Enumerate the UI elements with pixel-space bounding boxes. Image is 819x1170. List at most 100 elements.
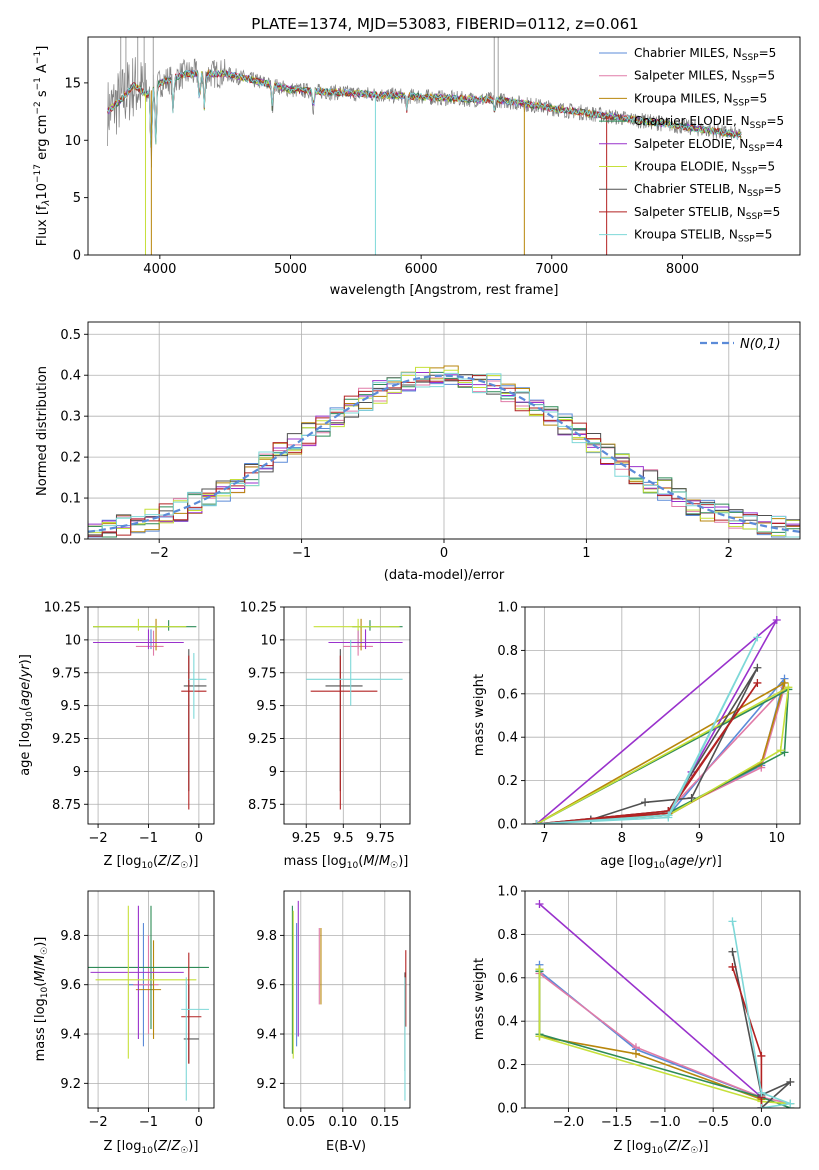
y-tick-label: 0.8 — [497, 928, 518, 943]
residual-legend: N(0,1) — [700, 337, 781, 352]
y-tick-label: 9 — [73, 765, 81, 780]
x-tick-label: −1.5 — [601, 1115, 633, 1130]
axes-frame — [87, 890, 215, 1109]
legend-label: Salpeter ELODIE, NSSP=4 — [634, 137, 783, 154]
x-tick-label: −2 — [150, 546, 169, 561]
plus-marker — [784, 683, 793, 692]
plot-area — [306, 618, 403, 810]
plot-area — [93, 618, 207, 810]
plot-area — [291, 900, 407, 1101]
plot-area — [88, 905, 209, 1101]
plus-marker — [753, 663, 762, 672]
mass-weight-line — [539, 972, 791, 1105]
mw-z-xlabel: Z [log10(Z/Z☉)] — [614, 1139, 709, 1156]
x-tick-label: 2 — [725, 546, 733, 561]
plot-area — [107, 37, 742, 255]
axes-frame — [524, 606, 801, 825]
mass-weight-line — [731, 951, 791, 1108]
mass-vs-metallicity-panel: −2 −1 0 9.2 9.4 9.6 9.8 — [60, 890, 215, 1130]
y-tick-label: 0.0 — [60, 533, 81, 548]
legend-label: N(0,1) — [740, 337, 781, 352]
error-bar-point — [133, 935, 159, 1035]
error-bar-point — [313, 618, 400, 631]
y-tick-label: 0.8 — [497, 644, 518, 659]
x-tick-label: 1 — [582, 546, 590, 561]
y-tick-label: 5 — [73, 191, 81, 206]
legend-label: Kroupa ELODIE, NSSP=5 — [634, 160, 775, 177]
axes-frame — [283, 606, 411, 825]
y-tick-label: 0.4 — [60, 369, 81, 384]
x-tick-label: −1.0 — [649, 1115, 681, 1130]
y-tick-label: 1.0 — [497, 885, 518, 900]
residuals-panel: −2 −1 0 1 2 0.0 0.1 0.2 0.3 0.4 0.5 N(0,1) — [60, 321, 801, 561]
y-tick-label: 0.2 — [497, 1058, 518, 1073]
axes-frame — [524, 890, 801, 1109]
error-bar-point — [93, 629, 184, 650]
y-tick-label: 0 — [73, 249, 81, 264]
x-tick-label: 0 — [195, 1115, 203, 1130]
x-tick-label: 6000 — [405, 262, 438, 277]
mass-weight-line — [538, 969, 791, 1105]
y-tick-label: 9.4 — [256, 1028, 277, 1043]
plus-marker — [728, 947, 737, 956]
age-vs-mass-panel: 9.25 9.5 9.75 8.75 9 9.25 9.5 9.75 10 10.25 — [240, 601, 411, 846]
plus-marker — [757, 1088, 766, 1097]
y-tick-label: 0.5 — [60, 328, 81, 343]
legend-label: Salpeter MILES, NSSP=5 — [634, 69, 775, 86]
x-tick-label: 9.5 — [333, 831, 354, 846]
y-tick-label: 10 — [64, 134, 81, 149]
y-tick-label: 0.2 — [497, 774, 518, 789]
plus-marker — [786, 1099, 795, 1108]
x-tick-label: 0 — [195, 831, 203, 846]
mass-weight-vs-age-panel: 7 8 9 10 0.0 0.2 0.4 0.6 0.8 1.0 — [497, 601, 801, 846]
plus-marker — [687, 793, 696, 802]
y-tick-label: 0.3 — [60, 410, 81, 425]
error-bar-point — [95, 905, 197, 1059]
plus-marker — [757, 1104, 766, 1108]
y-tick-label: 9.2 — [60, 1077, 81, 1092]
x-tick-label: 7000 — [535, 262, 568, 277]
x-tick-label: −2.0 — [553, 1115, 585, 1130]
x-tick-label: 9.25 — [292, 831, 321, 846]
error-bar-point — [328, 629, 403, 650]
y-tick-label: 9.75 — [248, 666, 277, 681]
plot-area — [535, 900, 795, 1108]
y-tick-label: 9.25 — [52, 732, 81, 747]
mass-weight-line — [731, 921, 794, 1108]
error-bar-point — [135, 940, 162, 1039]
legend-label: Kroupa MILES, NSSP=5 — [634, 91, 767, 108]
plus-marker — [631, 1049, 640, 1058]
plus-marker — [728, 962, 737, 971]
axes-frame — [87, 606, 215, 825]
gaussian-curve — [88, 374, 800, 533]
y-tick-label: 10 — [64, 633, 81, 648]
spectrum-xlabel: wavelength [Angstrom, rest frame] — [330, 283, 559, 298]
mw-age-ylabel: mass weight — [472, 674, 487, 756]
x-tick-label: 9.75 — [366, 831, 395, 846]
plus-marker — [753, 678, 762, 687]
plus-marker — [535, 900, 544, 909]
plot-area — [532, 616, 793, 824]
y-tick-label: 1.0 — [497, 601, 518, 616]
y-tick-label: 0.4 — [497, 731, 518, 746]
error-bar-point — [90, 905, 184, 1039]
y-tick-label: 9.25 — [248, 732, 277, 747]
mass-vs-ebv-panel: 0.05 0.10 0.15 9.2 9.4 9.6 9.8 — [256, 890, 411, 1130]
figure-title: PLATE=1374, MJD=53083, FIBERID=0112, z=0… — [251, 15, 638, 33]
x-tick-label: −1 — [292, 546, 311, 561]
mass-weight-vs-metallicity-panel: −2.0 −1.5 −1.0 −0.5 0.0 0.0 0.2 0.4 0.6 0.8 1.0 — [497, 885, 801, 1130]
y-tick-label: 10.25 — [44, 601, 81, 616]
y-tick-label: 0.0 — [497, 818, 518, 833]
x-tick-label: 7 — [540, 831, 548, 846]
x-tick-label: 9 — [695, 831, 703, 846]
y-tick-label: 0.4 — [497, 1015, 518, 1030]
y-tick-label: 0.2 — [60, 451, 81, 466]
y-tick-label: 0.1 — [60, 492, 81, 507]
y-tick-label: 9.8 — [256, 929, 277, 944]
legend-label: Chabrier ELODIE, NSSP=5 — [634, 114, 784, 131]
x-tick-label: −0.5 — [697, 1115, 729, 1130]
y-tick-label: 9.8 — [60, 929, 81, 944]
x-tick-label: 5000 — [274, 262, 307, 277]
plus-marker — [728, 917, 737, 926]
